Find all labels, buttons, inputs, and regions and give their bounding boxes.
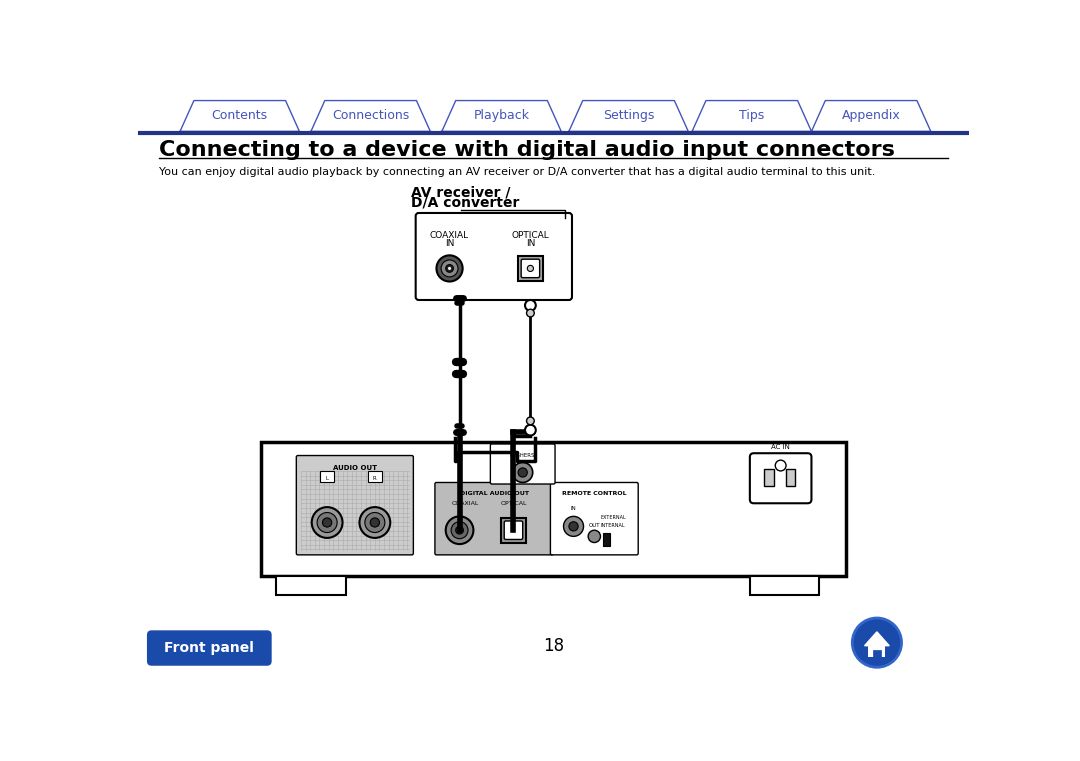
Text: Front panel: Front panel: [164, 641, 254, 655]
FancyBboxPatch shape: [551, 482, 638, 555]
Text: OUT: OUT: [589, 523, 600, 527]
Text: Connections: Connections: [332, 110, 409, 123]
Polygon shape: [811, 100, 931, 132]
FancyBboxPatch shape: [518, 256, 543, 281]
Circle shape: [852, 618, 902, 667]
Text: REMOTE CONTROL: REMOTE CONTROL: [562, 491, 626, 496]
Bar: [873, 650, 881, 657]
Circle shape: [446, 265, 454, 272]
FancyBboxPatch shape: [504, 521, 523, 540]
Text: Settings: Settings: [603, 110, 654, 123]
Text: AV receiver /: AV receiver /: [411, 185, 511, 199]
Text: Appendix: Appendix: [841, 110, 901, 123]
Circle shape: [518, 468, 527, 477]
FancyBboxPatch shape: [501, 518, 526, 543]
FancyBboxPatch shape: [750, 454, 811, 503]
Text: OPTICAL: OPTICAL: [500, 501, 527, 506]
Text: L: L: [326, 476, 328, 481]
Circle shape: [318, 512, 337, 533]
Text: PUSHERS: PUSHERS: [510, 454, 536, 458]
Text: IN: IN: [445, 239, 455, 248]
Circle shape: [569, 522, 578, 531]
Bar: [750, 576, 819, 595]
Polygon shape: [865, 632, 889, 646]
Text: IN: IN: [526, 239, 535, 248]
Polygon shape: [692, 100, 811, 132]
FancyBboxPatch shape: [296, 456, 414, 555]
Bar: [261, 441, 846, 576]
Circle shape: [513, 463, 532, 482]
Bar: [276, 576, 346, 595]
Circle shape: [312, 507, 342, 538]
Circle shape: [525, 300, 536, 310]
Text: AC IN: AC IN: [771, 444, 791, 451]
Text: IN: IN: [570, 505, 577, 511]
Circle shape: [323, 518, 332, 527]
Text: EXTERNAL: EXTERNAL: [600, 515, 626, 520]
Polygon shape: [442, 100, 562, 132]
Circle shape: [448, 267, 451, 270]
Text: COAXIAL: COAXIAL: [453, 501, 480, 506]
Circle shape: [365, 512, 384, 533]
Circle shape: [456, 527, 463, 534]
FancyBboxPatch shape: [490, 444, 555, 484]
Circle shape: [775, 460, 786, 471]
Circle shape: [589, 530, 600, 543]
Circle shape: [527, 266, 534, 272]
Bar: [786, 469, 795, 486]
Circle shape: [441, 260, 458, 277]
Text: OPTICAL: OPTICAL: [512, 231, 550, 240]
Circle shape: [525, 425, 536, 435]
Text: You can enjoy digital audio playback by connecting an AV receiver or D/A convert: You can enjoy digital audio playback by …: [159, 167, 876, 177]
Text: R: R: [373, 476, 377, 481]
FancyBboxPatch shape: [147, 630, 272, 666]
Text: D/A converter: D/A converter: [411, 196, 519, 210]
Text: Playback: Playback: [473, 110, 529, 123]
FancyBboxPatch shape: [368, 471, 382, 482]
Text: Contents: Contents: [212, 110, 268, 123]
Circle shape: [446, 517, 473, 544]
Text: 18: 18: [543, 637, 564, 654]
Polygon shape: [569, 100, 688, 132]
Bar: [868, 646, 886, 657]
Bar: [603, 533, 610, 546]
Text: Tips: Tips: [739, 110, 765, 123]
FancyBboxPatch shape: [320, 471, 334, 482]
Circle shape: [527, 417, 535, 425]
Circle shape: [451, 522, 468, 539]
Bar: [765, 469, 773, 486]
FancyBboxPatch shape: [435, 482, 554, 555]
Text: AUDIO OUT: AUDIO OUT: [333, 465, 377, 471]
Polygon shape: [311, 100, 430, 132]
Polygon shape: [180, 100, 299, 132]
Circle shape: [436, 256, 462, 282]
Circle shape: [564, 517, 583, 537]
FancyBboxPatch shape: [522, 260, 540, 278]
Circle shape: [527, 309, 535, 317]
FancyBboxPatch shape: [416, 213, 572, 300]
Text: COAXIAL: COAXIAL: [430, 231, 469, 240]
Circle shape: [370, 518, 379, 527]
Text: Connecting to a device with digital audio input connectors: Connecting to a device with digital audi…: [159, 140, 895, 160]
Text: INTERNAL: INTERNAL: [600, 523, 625, 527]
Text: DIGITAL AUDIO OUT: DIGITAL AUDIO OUT: [460, 491, 529, 496]
Circle shape: [360, 507, 390, 538]
